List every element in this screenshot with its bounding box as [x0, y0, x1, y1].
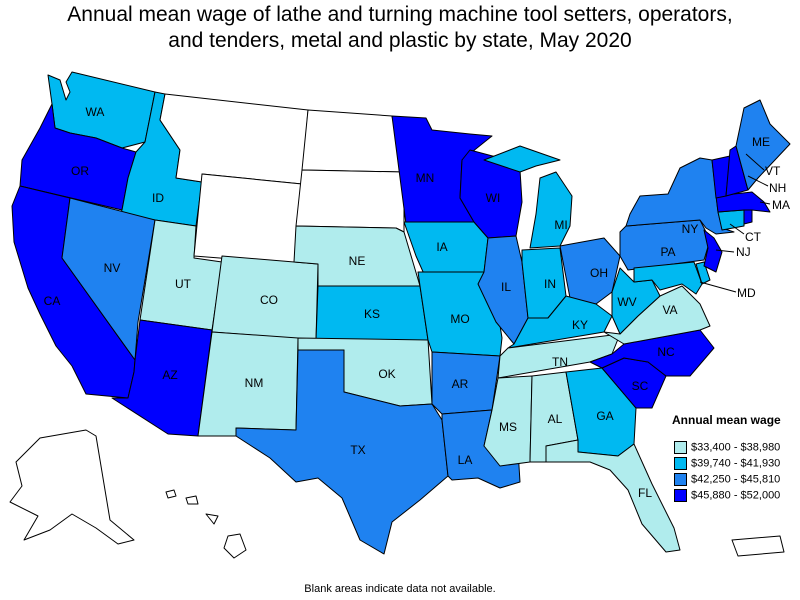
label-wa: WA — [86, 105, 105, 119]
label-ga: GA — [596, 409, 613, 423]
state-sd[interactable] — [296, 170, 404, 232]
state-ak[interactable] — [10, 430, 134, 544]
legend-label: $42,250 - $45,810 — [691, 473, 780, 485]
label-nv: NV — [104, 261, 121, 275]
legend-swatch — [674, 457, 687, 470]
label-sc: SC — [632, 379, 649, 393]
label-tn: TN — [552, 355, 568, 369]
label-ky: KY — [572, 318, 588, 332]
label-ks: KS — [364, 307, 380, 321]
legend-label: $33,400 - $38,980 — [691, 441, 780, 453]
label-id: ID — [152, 191, 164, 205]
label-ca: CA — [44, 294, 61, 308]
legend-label: $45,880 - $52,000 — [691, 489, 780, 501]
label-in: IN — [544, 277, 556, 291]
label-nc: NC — [657, 345, 675, 359]
label-mn: MN — [416, 171, 435, 185]
label-fl: FL — [638, 486, 652, 500]
label-wi: WI — [486, 191, 501, 205]
label-la: LA — [458, 453, 473, 467]
legend-swatch — [674, 473, 687, 486]
label-ok: OK — [378, 367, 395, 381]
legend-item: $39,740 - $41,930 — [674, 457, 780, 471]
legend-label: $39,740 - $41,930 — [691, 457, 780, 469]
state-wy[interactable] — [194, 174, 302, 264]
label-ar: AR — [452, 377, 469, 391]
label-md: MD — [737, 286, 756, 300]
state-hi[interactable] — [166, 490, 246, 558]
label-me: ME — [752, 135, 770, 149]
label-va: VA — [662, 303, 677, 317]
label-ne: NE — [349, 254, 366, 268]
label-mo: MO — [450, 312, 469, 326]
legend-swatch — [674, 489, 687, 502]
label-ma: MA — [772, 198, 790, 212]
legend-item: $33,400 - $38,980 — [674, 441, 780, 455]
footnote: Blank areas indicate data not available. — [0, 583, 800, 595]
legend-title: Annual mean wage — [672, 413, 781, 427]
state-fl[interactable] — [546, 440, 680, 552]
legend-item: $42,250 - $45,810 — [674, 473, 780, 487]
label-vt: VT — [765, 164, 781, 178]
label-ia: IA — [436, 240, 447, 254]
state-mt[interactable] — [160, 94, 308, 184]
label-mi: MI — [554, 218, 567, 232]
state-pr[interactable] — [732, 536, 784, 556]
label-co: CO — [260, 293, 278, 307]
label-il: IL — [501, 280, 511, 294]
state-ri[interactable] — [744, 210, 752, 224]
label-or: OR — [71, 164, 89, 178]
md-callout-line — [700, 282, 736, 292]
label-ny: NY — [682, 222, 699, 236]
label-al: AL — [548, 412, 563, 426]
label-tx: TX — [350, 443, 365, 457]
label-wv: WV — [617, 295, 636, 309]
label-ct: CT — [745, 230, 762, 244]
label-az: AZ — [162, 368, 177, 382]
label-nm: NM — [245, 376, 264, 390]
label-nh: NH — [769, 181, 786, 195]
state-ct[interactable] — [718, 210, 744, 230]
state-nd[interactable] — [302, 110, 404, 172]
label-oh: OH — [590, 266, 608, 280]
label-ms: MS — [499, 420, 517, 434]
legend-item: $45,880 - $52,000 — [674, 489, 780, 503]
label-pa: PA — [660, 245, 675, 259]
label-ut: UT — [175, 277, 192, 291]
legend-swatch — [674, 441, 687, 454]
label-nj: NJ — [736, 245, 751, 259]
